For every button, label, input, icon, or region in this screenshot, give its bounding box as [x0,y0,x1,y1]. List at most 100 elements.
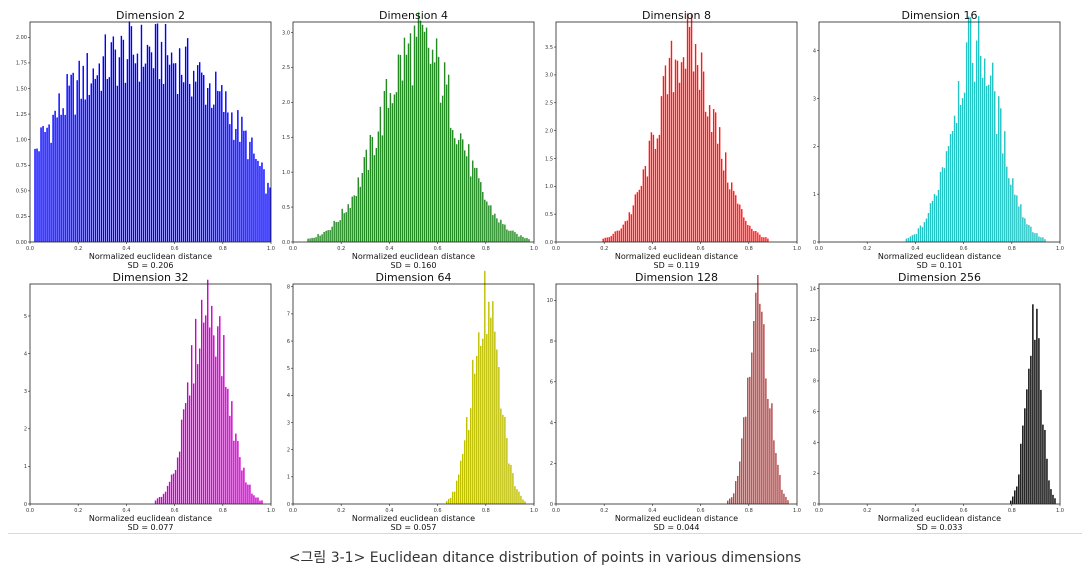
histogram-bar [257,497,259,504]
histogram-bar [361,172,363,242]
histogram-bar [451,130,454,242]
x-tick-label: 0.4 [122,246,130,252]
histogram-bar [64,114,66,242]
histogram-bar [217,326,219,504]
y-tick-label: 0.0 [282,240,290,246]
histogram-bar [359,186,361,242]
histogram-bar [610,236,612,242]
y-tick-label: 0 [813,502,816,508]
histogram-bar [136,53,139,242]
histogram-bar [522,236,524,242]
x-tick-label: 0.0 [289,508,297,514]
x-tick-label: 0.4 [385,508,393,514]
plot-frame [818,283,1061,505]
x-tick-label: 1.0 [267,246,275,252]
x-tick-label: 0.8 [482,508,490,514]
y-tick-label: 6 [287,339,290,345]
histogram-bar [765,378,767,504]
x-tick-label: 0.8 [482,246,490,252]
histogram-bar [245,482,247,504]
histogram-bar [923,222,926,242]
histogram-bar [680,62,683,242]
histogram-grid-figure: 0.0 0.2 0.4 0.6 0.8 1.00.000.250.500.751.001.… [16,9,1064,532]
histogram-bar [443,62,446,242]
histogram-bar [201,299,203,504]
histogram-bar [620,228,622,242]
histogram-bar [512,473,514,504]
histogram-bar [140,24,143,243]
histogram-bar [722,170,725,242]
y-tick-label: 1 [24,464,27,470]
histogram-bar [237,110,239,242]
histogram-bar [333,220,335,242]
histogram-bar [913,234,916,242]
histogram-bar [142,66,145,242]
histogram-bar [249,141,251,242]
panel-title: Dimension 64 [376,271,452,284]
histogram-bar [909,236,912,242]
histogram-bar [347,204,349,242]
panel-3: 0.0 0.2 0.4 0.6 0.8 1.0 0.0 0.5 1.0 1.5 2.0 2.5 3.0 3… [545,9,801,270]
histogram-bar [457,474,460,504]
histogram-bar [953,115,956,242]
histogram-bar [203,75,205,243]
histogram-bar [994,91,996,242]
histogram-bar [317,234,319,242]
histogram-bar [492,215,494,242]
plot-frame [555,283,798,505]
histogram-bar [399,54,402,243]
histogram-bar [979,55,982,242]
x-tick-label: 1.0 [1056,508,1064,514]
histogram-bar [241,116,243,242]
histogram-bar [417,12,420,243]
histogram-bar [763,324,765,504]
histogram-bar [961,98,964,242]
y-tick-label: 4 [24,351,27,357]
x-tick-label: 0.2 [337,246,345,252]
histogram-bar [1024,408,1026,504]
histogram-bar [130,26,133,242]
histogram-bar [1042,237,1044,242]
histogram-bar [94,78,96,243]
histogram-bar [247,484,249,504]
histogram-bar [233,139,235,242]
histogram-bar [502,414,504,504]
histogram-bar [1048,480,1050,504]
histogram-bar [462,139,464,242]
histogram-bar [144,63,147,243]
y-tick-label: 1.00 [16,137,27,143]
histogram-bar [257,160,259,242]
histogram-bar [219,91,221,242]
plot-frame [292,21,535,243]
x-tick-label: 0.0 [552,508,560,514]
histogram-bar [188,395,191,504]
histogram-bar [205,315,207,504]
histogram-bar [108,77,111,243]
panel-1: 0.0 0.2 0.4 0.6 0.8 1.0 0.00 0.25 0.50 0.75 1.00 1.… [16,9,275,270]
histogram-bar [267,182,269,242]
histogram-bar [727,500,729,504]
histogram-bar [698,89,701,243]
histogram-bar [211,107,213,242]
histogram-bar [54,110,56,242]
y-tick-label: 14 [810,286,816,292]
histogram-bar [729,189,731,242]
histogram-bar [174,63,177,243]
x-tick-label: 0.4 [911,246,919,252]
histogram-bar [992,62,994,242]
histogram-bar [207,88,209,242]
histogram-bar [662,76,665,242]
histogram-bar [86,53,88,242]
histogram-bar [939,171,942,242]
histogram-bar [747,224,749,242]
histogram-bar [393,94,396,243]
histogram-bar [474,167,476,242]
histogram-bar [624,221,626,242]
histogram-bar [423,31,426,242]
figure-caption: <그림 3-1> Euclidean ditance distribution … [288,550,802,566]
x-tick-label: 0.4 [122,508,130,514]
histogram-bar [201,72,203,242]
histogram-bar [383,91,386,242]
histogram-bar [1024,218,1026,242]
y-tick-label: 1.5 [282,135,290,141]
